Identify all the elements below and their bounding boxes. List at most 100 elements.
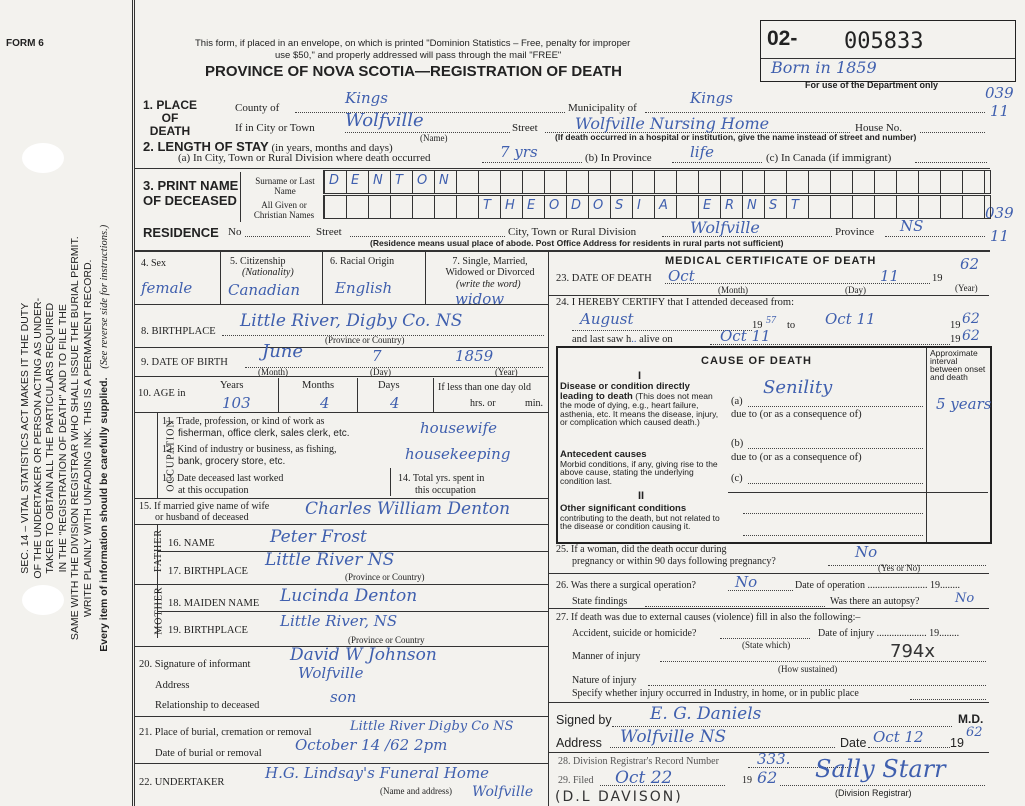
- divider: [549, 608, 989, 609]
- less-than-day-label: If less than one day old: [438, 382, 532, 393]
- year-prefix: 19: [950, 736, 964, 750]
- last-saw-label: and last saw h.. alive on: [572, 334, 673, 345]
- filed-date[interactable]: Oct 22: [615, 768, 673, 788]
- stay-c-line: [915, 162, 987, 163]
- record-number-label: 28. Division Registrar's Record Number: [558, 756, 719, 767]
- filed-label: 29. Filed: [558, 775, 594, 786]
- relationship-label: Relationship to deceased: [155, 700, 260, 711]
- registrar-signature[interactable]: Sally Starr: [815, 755, 946, 783]
- name-letter: O: [593, 198, 604, 213]
- to-year[interactable]: 62: [962, 311, 980, 327]
- state-which-note: (State which): [742, 640, 791, 650]
- pregnancy-value[interactable]: No: [855, 543, 878, 561]
- informant-address[interactable]: Wolfville: [298, 664, 364, 682]
- q11-label: fisherman, office clerk, sales clerk, et…: [178, 428, 350, 439]
- county-value[interactable]: Kings: [345, 89, 388, 107]
- filed-year[interactable]: 62: [757, 768, 778, 787]
- last-saw-value[interactable]: Oct 11: [720, 327, 771, 345]
- cause-c-label: (c): [731, 473, 743, 484]
- age-days[interactable]: 4: [390, 394, 400, 412]
- dept-code: 039: [985, 204, 1014, 222]
- citizenship-value[interactable]: Canadian: [228, 281, 301, 299]
- age-years[interactable]: 103: [222, 394, 251, 412]
- specify-label: Specify whether injury occurred in Indus…: [572, 688, 859, 699]
- from-year[interactable]: 57: [766, 315, 776, 326]
- place-of-death-label: 1. PLACE OF DEATH: [143, 98, 198, 138]
- signature-date[interactable]: Oct 12: [873, 728, 924, 746]
- signature-year[interactable]: 62: [966, 725, 983, 740]
- divider: [158, 611, 548, 612]
- dob-month[interactable]: June: [262, 341, 304, 362]
- margin-line: SEC. 14 – VITAL STATISTICS ACT MAKES IT …: [18, 302, 31, 574]
- residence-note: (Residence means usual place of abode. P…: [370, 238, 784, 248]
- physician-address[interactable]: Wolfville NS: [620, 727, 727, 747]
- name-letter: S: [615, 198, 624, 213]
- divider: [390, 468, 391, 496]
- dob-year[interactable]: 1859: [455, 347, 494, 365]
- address-label: Address: [556, 736, 602, 750]
- registrar-line: [780, 785, 985, 786]
- occupation-trade-value[interactable]: housewife: [420, 419, 497, 437]
- marital-value[interactable]: widow: [455, 290, 505, 308]
- occupation-industry-value[interactable]: housekeeping: [405, 445, 511, 463]
- stay-b-label: (b) In Province: [585, 152, 652, 164]
- medical-cert-title: MEDICAL CERTIFICATE OF DEATH: [665, 255, 877, 267]
- autopsy-value[interactable]: No: [955, 591, 975, 606]
- municipality-value[interactable]: Kings: [690, 89, 733, 107]
- birthplace-value[interactable]: Little River, Digby Co. NS: [240, 311, 463, 331]
- informant-signature[interactable]: David W Johnson: [290, 645, 437, 665]
- spouse-value[interactable]: Charles William Denton: [305, 499, 511, 519]
- mother-birthplace-value[interactable]: Little River, NS: [280, 612, 398, 630]
- surgery-value[interactable]: No: [735, 573, 758, 591]
- margin-instructions: SEC. 14 – VITAL STATISTICS ACT MAKES IT …: [19, 88, 112, 788]
- name-letter: E: [351, 173, 360, 188]
- birthplace-label: 8. BIRTHPLACE: [141, 326, 216, 337]
- burial-date-value[interactable]: October 14 /62 2pm: [295, 736, 448, 754]
- stay-b-value[interactable]: life: [690, 143, 715, 161]
- dod-day[interactable]: 11: [880, 267, 900, 285]
- attended-from[interactable]: August: [580, 310, 634, 328]
- house-line: [920, 132, 985, 133]
- residence-city-value[interactable]: Wolfville: [690, 218, 760, 237]
- sex-value[interactable]: female: [141, 279, 193, 297]
- name-letter: O: [417, 173, 428, 188]
- cause-b-label: (b): [731, 438, 744, 449]
- day-note: (Day): [370, 367, 391, 377]
- residence-label: RESIDENCE: [143, 225, 219, 240]
- attended-to[interactable]: Oct 11: [825, 310, 876, 328]
- physician-signature[interactable]: E. G. Daniels: [650, 704, 762, 724]
- residence-province-label: Province: [835, 226, 875, 238]
- last-saw-year[interactable]: 62: [962, 328, 980, 344]
- cause-a-value[interactable]: Senility: [763, 377, 833, 398]
- nature-line: [648, 685, 986, 686]
- street-value[interactable]: Wolfville Nursing Home: [575, 114, 770, 133]
- dod-year[interactable]: 62: [960, 255, 980, 273]
- record-number[interactable]: 333.: [757, 750, 791, 768]
- age-months[interactable]: 4: [320, 394, 330, 412]
- stay-a-value[interactable]: 7 yrs: [500, 143, 538, 161]
- dod-month[interactable]: Oct: [668, 267, 695, 285]
- divider: [134, 763, 548, 764]
- informant-address-label: Address: [155, 680, 190, 691]
- registration-number-box: 02- 005833 Born in 1859: [760, 20, 1016, 82]
- father-birthplace-value[interactable]: Little River NS: [265, 550, 395, 570]
- relationship-value[interactable]: son: [330, 688, 357, 706]
- margin-line: IN THE "REGISTRATION OF DEATH" AND TO FI…: [56, 304, 69, 573]
- father-name-value[interactable]: Peter Frost: [270, 527, 367, 547]
- given-names-grid[interactable]: [323, 195, 991, 219]
- dob-day[interactable]: 7: [372, 347, 382, 365]
- undertaker-value[interactable]: H.G. Lindsay's Funeral Home: [265, 764, 490, 782]
- form-id: FORM 6: [6, 38, 44, 49]
- surname-grid[interactable]: [323, 170, 991, 194]
- interval-a-value[interactable]: 5 years: [936, 395, 992, 413]
- city-value[interactable]: Wolfville: [345, 110, 424, 131]
- q12-label: 12. Kind of industry or business, as fis…: [162, 444, 337, 455]
- burial-place-value[interactable]: Little River Digby Co NS: [350, 719, 514, 734]
- racial-value[interactable]: English: [335, 279, 393, 297]
- undertaker-address[interactable]: Wolfville: [472, 784, 534, 800]
- mother-name-value[interactable]: Lucinda Denton: [280, 586, 418, 606]
- residence-province-value[interactable]: NS: [900, 217, 924, 235]
- certify-label: 24. I HEREBY CERTIFY that I attended dec…: [556, 297, 794, 308]
- racial-label: 6. Racial Origin: [330, 256, 395, 267]
- marital-note: (write the word): [456, 279, 521, 290]
